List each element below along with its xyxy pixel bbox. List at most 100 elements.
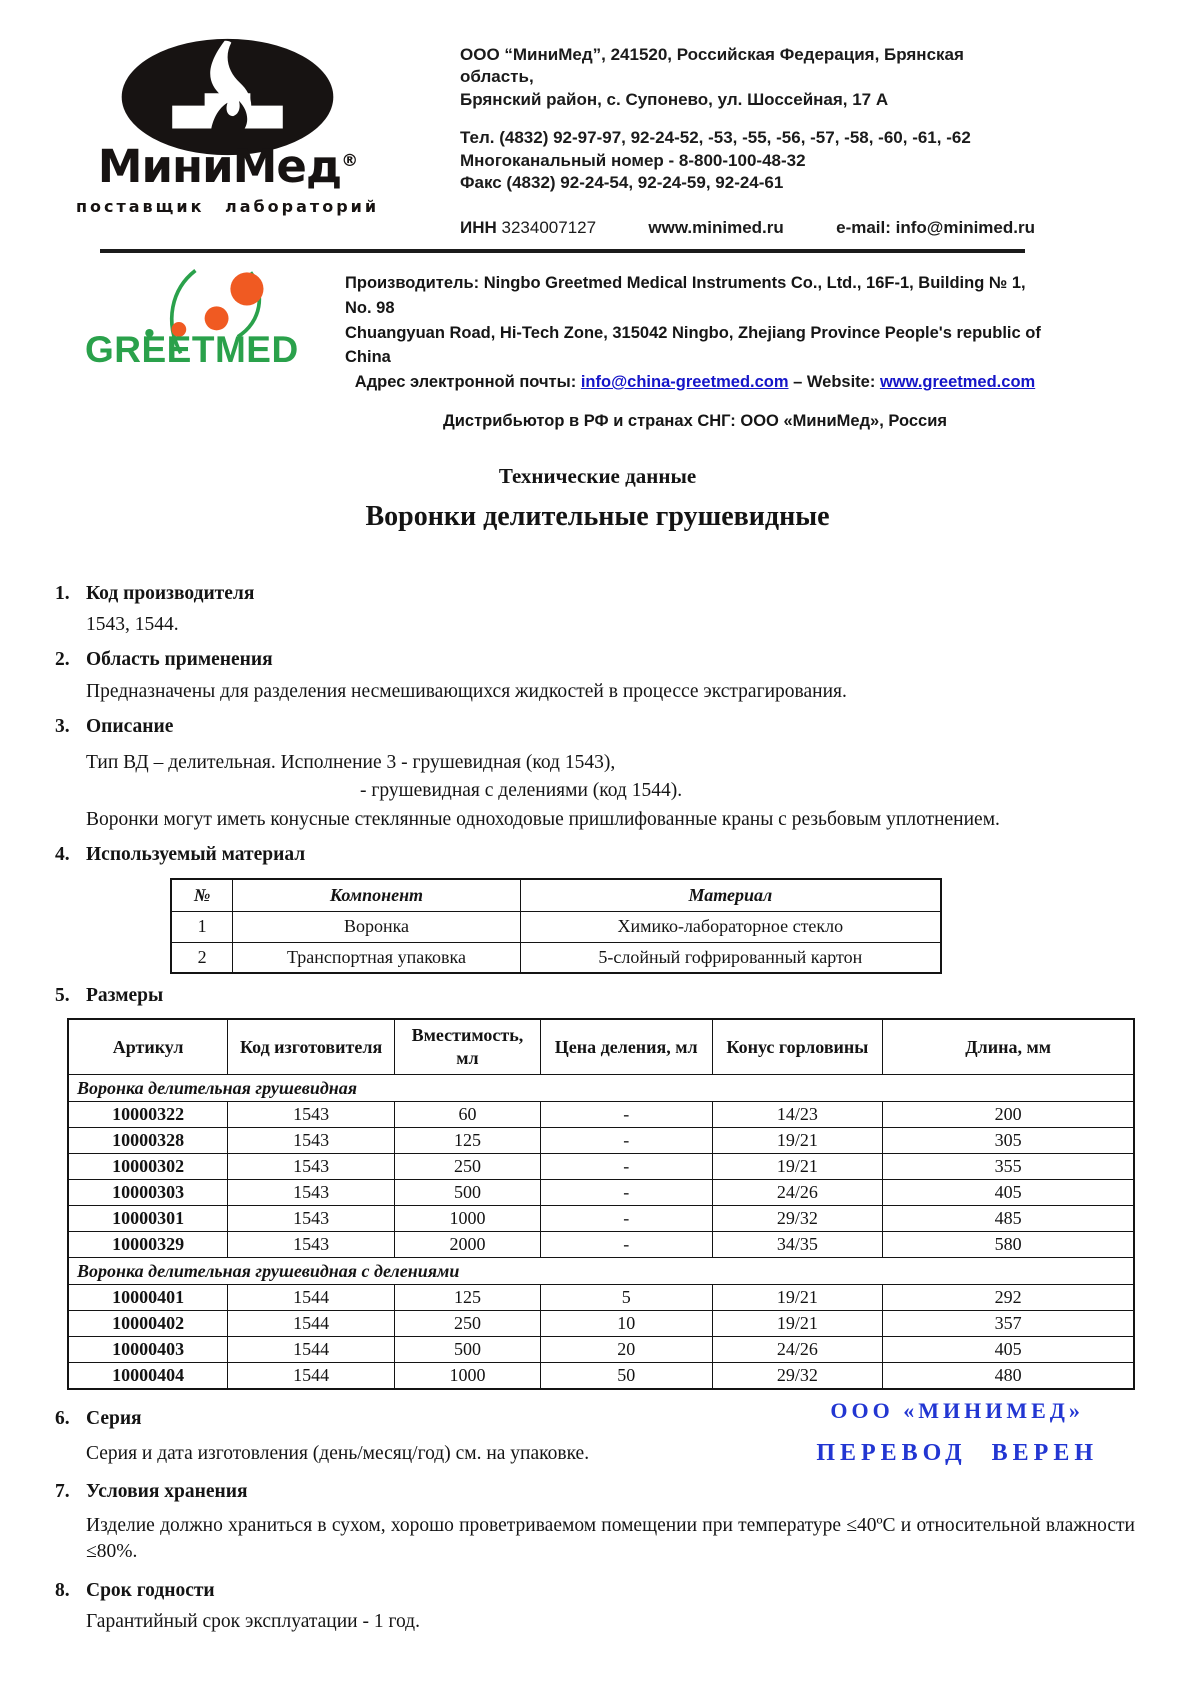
sizes-group-row: Воронка делительная грушевидная [67,1074,1135,1103]
sizes-header-cell: Код изготовителя [227,1018,395,1076]
section-body: Предназначены для разделения несмешивающ… [86,680,847,702]
manufacturer-email-link[interactable]: info@china-greetmed.com [580,373,789,392]
section-number: 2. [55,649,70,671]
sizes-row: 10000329 1543 2000-34/35 580 [67,1231,1135,1259]
sizes-row: 10000301 1543 1000-29/32 485 [67,1205,1135,1233]
section-shelf-life: 8. Срок годности Гарантийный срок эксплуа… [55,1578,1140,1636]
sizes-row: 10000402 1544 250 10 19/21 357 [67,1310,1135,1338]
sizes-cell: - [539,1179,713,1207]
page-title: Воронки делительные грушевидные [365,500,830,532]
sizes-cell: 480 [882,1362,1135,1390]
website-label: – Website: [793,373,876,392]
section-title: Код производителя [86,582,255,604]
sizes-group-label: Воронка делительная грушевидная с делени… [67,1257,1135,1286]
section-number: 3. [55,715,70,737]
material-header-cell: Материал [519,878,942,912]
description-line-3: Воронки могут иметь конусные стеклянные … [86,808,1000,830]
multichannel-line: Многоканальный номер - 8-800-100-48-32 [460,150,806,170]
sizes-cell: 357 [882,1310,1135,1338]
section-number: 1. [55,582,70,604]
sizes-row: 10000322 1543 60-14/23 200 [67,1101,1135,1129]
sizes-cell: 1543 [227,1127,395,1155]
sizes-cell: 485 [882,1205,1135,1233]
contact-block: ООО “МиниМед”, 241520, Российская Федера… [460,30,1035,239]
sizes-cell: 19/21 [711,1153,884,1181]
sizes-cell: 5 [539,1284,713,1312]
section-description: 3. Описание Тип ВД – делительная. Исполне… [55,714,1140,833]
stamp-verified: ПЕРЕВОД ВЕРЕН [816,1440,1098,1467]
sizes-cell: 1544 [227,1336,395,1364]
sizes-cell: 10000322 [67,1101,229,1129]
sizes-row: 10000328 1543 125-19/21 305 [67,1127,1135,1155]
section-heading: 2. Область применения [55,647,1140,673]
company-address: ООО “МиниМед”, 241520, Российская Федера… [460,44,1035,111]
manufacturer-website-link[interactable]: www.greetmed.com [879,373,1036,392]
sizes-cell: - [539,1153,713,1181]
sizes-table: Артикул Код изготовителя Вместимость, мл Це… [67,1017,1135,1391]
sizes-cell: 1543 [227,1231,395,1259]
sizes-cell: 10 [539,1310,713,1338]
material-cell: 2 [170,941,234,974]
sizes-cell: 50 [539,1362,713,1390]
registered-mark: ® [341,151,358,171]
sizes-row: 10000403 1544 500 20 24/26 405 [67,1336,1135,1364]
section-heading: 1. Код производителя [55,581,1140,607]
sizes-cell: 250 [393,1310,541,1338]
header-divider [100,249,1025,254]
sizes-row: 10000404 1544 1000 50 29/32 480 [67,1362,1135,1390]
material-cell: Химико-лабораторное стекло [519,910,942,943]
sizes-cell: 500 [393,1179,541,1207]
sizes-cell: 19/21 [711,1284,884,1312]
stamp-company: ООО «МИНИМЕД» [830,1398,1084,1424]
brand-tagline: поставщик лабораторий [75,197,380,216]
section-heading: 3. Описание [55,714,1140,740]
sizes-cell: 1000 [393,1362,541,1390]
minimed-logo: МиниМед® поставщик лабораторий [55,30,400,216]
section-heading: 4. Используемый материал [55,842,1140,868]
material-row: 2 Транспортная упаковка 5-слойный гофриров… [170,941,942,974]
material-cell: 1 [170,910,234,943]
sizes-cell: 1544 [227,1310,395,1338]
section-manufacturer-code: 1. Код производителя 1543, 1544. [55,581,1140,639]
section-heading: 6. Серия [55,1406,1140,1432]
sizes-cell: 29/32 [711,1362,884,1390]
manufacturer-block: GREETMED Производитель: Ningbo Greetmed … [55,265,1140,434]
material-header-row: № Компонент Материал [170,878,942,912]
sizes-cell: 10000401 [67,1284,229,1312]
sizes-group-row: Воронка делительная грушевидная с делени… [67,1257,1135,1286]
sizes-cell: 14/23 [711,1101,884,1129]
email-label: Адрес электронной почты: [354,373,577,392]
sizes-cell: 250 [393,1153,541,1181]
sizes-cell: 580 [882,1231,1135,1259]
sizes-cell: 19/21 [711,1310,884,1338]
greetmed-wordmark: GREETMED [85,329,299,371]
distributor-line: Дистрибьютор в РФ и странах СНГ: ООО «Ми… [443,411,947,430]
section-storage: 7. Условия хранения Изделие должно хранит… [55,1479,1140,1566]
section-heading: 7. Условия хранения [55,1479,1140,1505]
sizes-cell: 60 [393,1101,541,1129]
section-title: Условия хранения [86,1480,248,1502]
section-body: 1543, 1544. [86,613,179,635]
sizes-cell: 500 [393,1336,541,1364]
sizes-cell: 10000302 [67,1153,229,1181]
candle-oval-icon [121,38,334,156]
sizes-cell: 125 [393,1127,541,1155]
sizes-cell: 200 [882,1101,1135,1129]
sizes-cell: 305 [882,1127,1135,1155]
sizes-cell: 20 [539,1336,713,1364]
inn-row: ИНН 3234007127 www.minimed.ru e-mail: in… [460,217,1035,239]
sizes-header-cell: Цена деления, мл [539,1018,713,1076]
section-heading: 8. Срок годности [55,1578,1140,1604]
sizes-cell: 1543 [227,1179,395,1207]
sizes-cell: - [539,1231,713,1259]
sizes-cell: - [539,1127,713,1155]
brand-name: МиниМед® [97,140,359,193]
sections: 1. Код производителя 1543, 1544. 2. Област… [55,581,1140,1636]
sizes-cell: - [539,1205,713,1233]
greetmed-logo: GREETMED [55,265,345,434]
section-sizes: 5. Размеры Артикул Код изготовителя Вместим… [55,983,1140,1391]
sizes-cell: 10000301 [67,1205,229,1233]
sizes-cell: 1544 [227,1362,395,1390]
address-line-2: Брянский район, с. Супонево, ул. Шоссейн… [460,89,889,109]
sizes-cell: 1543 [227,1153,395,1181]
